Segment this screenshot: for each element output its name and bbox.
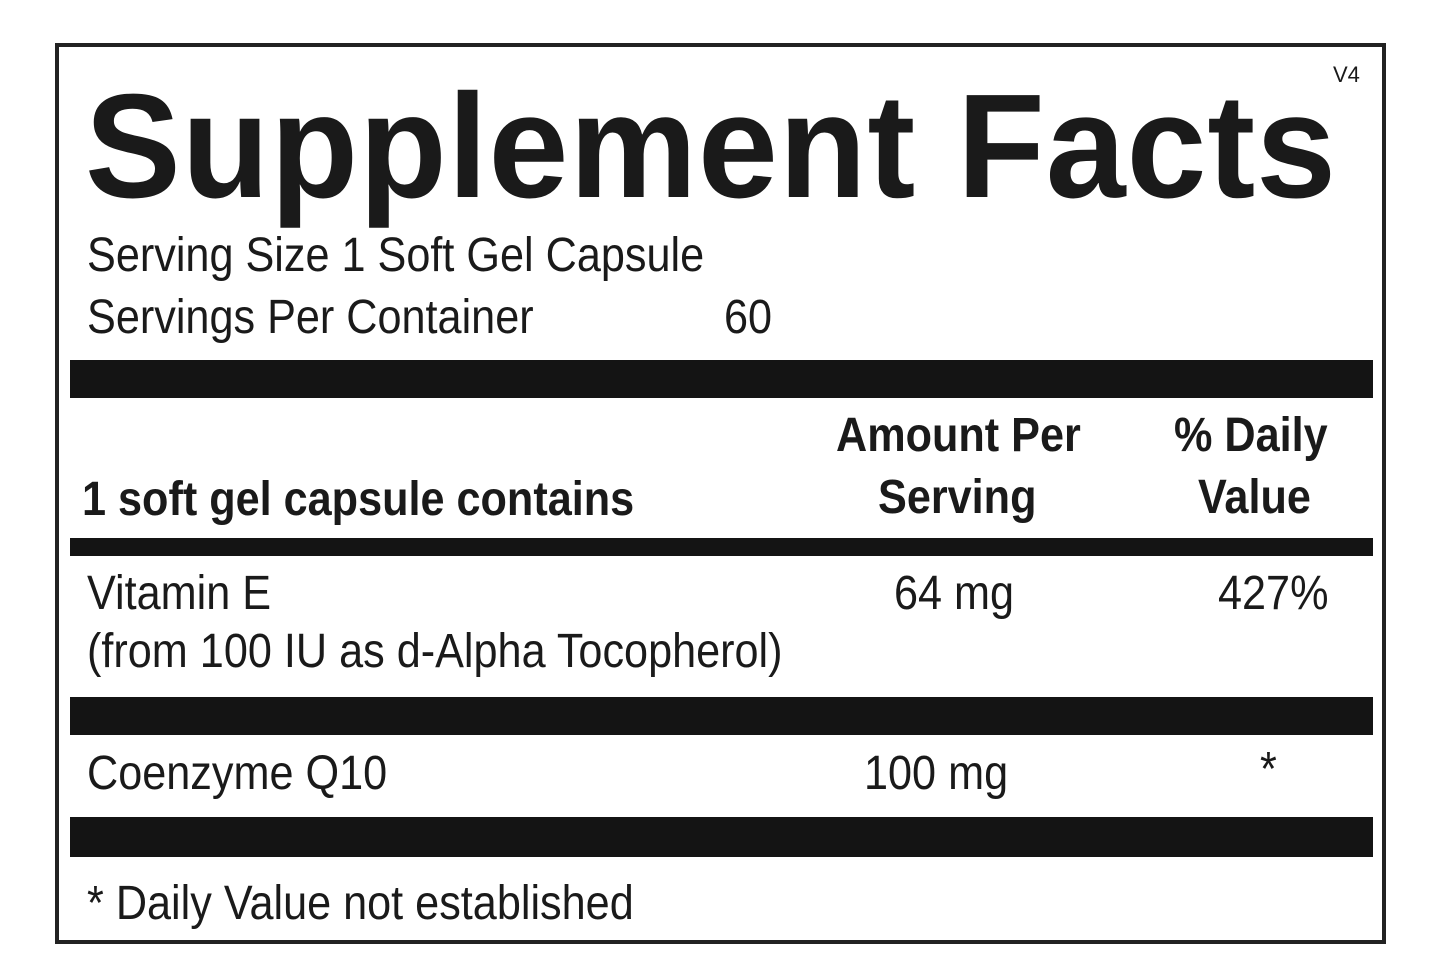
divider [70, 697, 1373, 735]
nutrient-amount: 64 mg [894, 567, 1015, 620]
servings-label: Servings Per Container [87, 291, 534, 344]
divider [70, 538, 1373, 556]
nutrient-dv: * [1260, 743, 1277, 796]
servings-value: 60 [724, 291, 773, 344]
nutrient-dv: 427% [1218, 567, 1329, 620]
nutrient-detail: (from 100 IU as d-Alpha Tocopherol) [87, 625, 783, 678]
nutrient-amount: 100 mg [864, 747, 1009, 800]
dv-header-1: % Daily [1174, 409, 1328, 462]
footnote: * Daily Value not established [87, 877, 634, 930]
nutrient-name: Coenzyme Q10 [87, 747, 388, 800]
amount-header-1: Amount Per [836, 409, 1081, 462]
divider [70, 360, 1373, 398]
divider [70, 817, 1373, 857]
contains-header: 1 soft gel capsule contains [82, 473, 635, 526]
version: V4 [1333, 62, 1360, 87]
nutrient-name: Vitamin E [87, 567, 272, 620]
serving-size: Serving Size 1 Soft Gel Capsule [87, 229, 705, 282]
supplement-facts-panel [55, 43, 1386, 944]
amount-header-2: Serving [878, 471, 1037, 524]
title: Supplement Facts [85, 64, 1337, 229]
dv-header-2: Value [1198, 471, 1311, 524]
